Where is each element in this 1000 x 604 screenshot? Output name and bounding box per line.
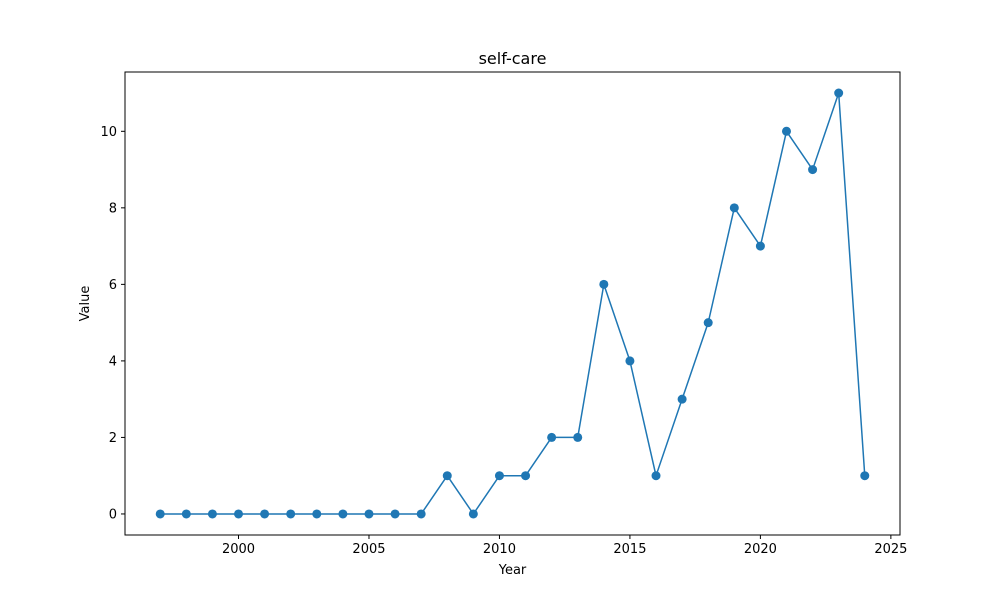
data-point-2012 <box>547 432 557 442</box>
series-line <box>159 92 866 515</box>
data-point-2015 <box>625 356 635 366</box>
data-point-2008 <box>442 471 452 481</box>
data-point-2016 <box>651 471 661 481</box>
series-points <box>155 88 870 519</box>
y-axis-ticks: 0 2 4 6 8 10 <box>100 125 125 522</box>
x-tick-label-4: 2020 <box>744 542 777 557</box>
data-point-2020 <box>755 241 765 251</box>
data-point-2023 <box>834 88 844 98</box>
x-tick-label-3: 2015 <box>613 542 646 557</box>
y-tick-label-0: 0 <box>109 507 117 522</box>
data-point-2013 <box>573 432 583 442</box>
plot-area-frame <box>124 71 901 536</box>
x-axis-ticks: 2000 2005 2010 2015 2020 2025 <box>222 535 907 557</box>
data-point-1999 <box>207 509 217 519</box>
data-point-2018 <box>703 318 713 328</box>
data-point-2017 <box>677 394 687 404</box>
data-point-2006 <box>390 509 400 519</box>
data-point-2001 <box>260 509 270 519</box>
data-point-2019 <box>729 203 739 213</box>
x-tick-label-0: 2000 <box>222 542 255 557</box>
data-point-2004 <box>338 509 348 519</box>
data-point-2024 <box>860 471 870 481</box>
y-tick-label-1: 2 <box>109 431 117 446</box>
x-tick-label-5: 2025 <box>874 542 907 557</box>
chart-title: self-care <box>479 49 547 68</box>
y-tick-label-4: 8 <box>109 201 117 216</box>
y-tick-label-3: 6 <box>109 278 117 293</box>
data-point-2014 <box>599 279 609 289</box>
data-point-2009 <box>468 509 478 519</box>
data-point-2007 <box>416 509 426 519</box>
x-axis-label: Year <box>498 563 527 578</box>
data-point-2010 <box>494 471 504 481</box>
y-tick-label-2: 4 <box>109 354 117 369</box>
y-axis-label: Value <box>78 286 93 322</box>
data-point-1997 <box>155 509 165 519</box>
x-tick-label-2: 2010 <box>483 542 516 557</box>
data-point-2002 <box>286 509 296 519</box>
x-tick-label-1: 2005 <box>352 542 385 557</box>
data-point-2005 <box>364 509 374 519</box>
data-point-2022 <box>808 165 818 175</box>
data-point-2021 <box>781 126 791 136</box>
y-tick-label-5: 10 <box>100 125 117 140</box>
data-point-2011 <box>521 471 531 481</box>
data-point-2003 <box>312 509 322 519</box>
data-point-2000 <box>234 509 244 519</box>
data-point-1998 <box>181 509 191 519</box>
